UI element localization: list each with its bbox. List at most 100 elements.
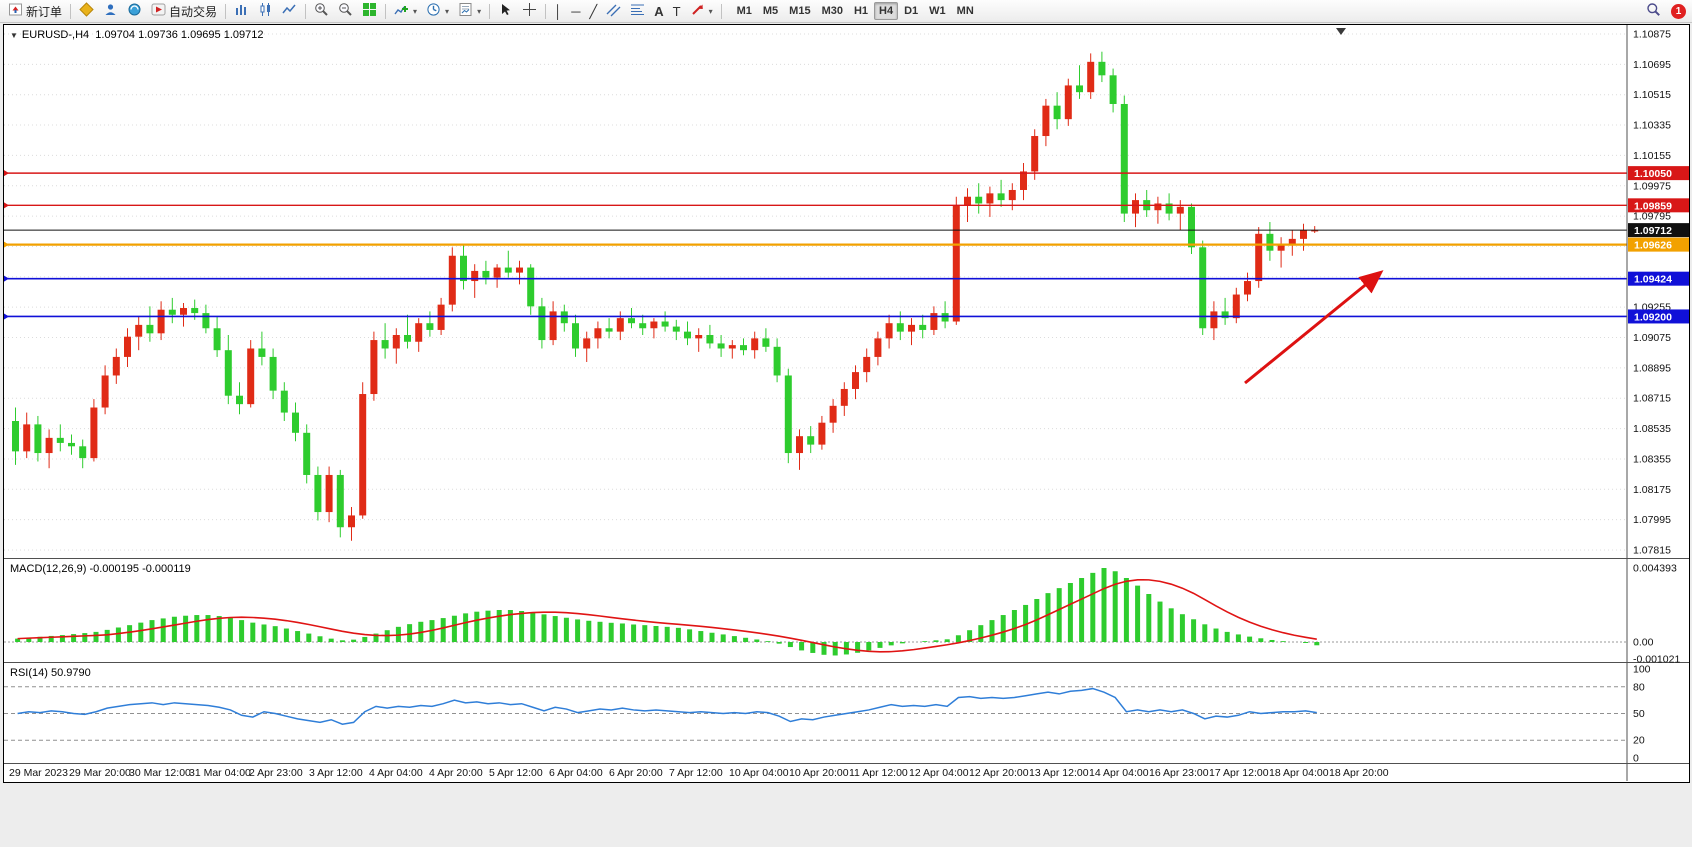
charts-button[interactable] [75, 2, 98, 21]
macd-axis-label: 0.004393 [1633, 562, 1677, 574]
tile-windows-icon [362, 2, 377, 20]
chevron-down-icon: ▾ [708, 6, 713, 16]
chart-window[interactable]: 1.10875 1.10695 1.10515 1.10335 1.10155 1.099… [3, 24, 1690, 783]
zoom-out-button[interactable] [334, 2, 357, 21]
templates-button[interactable]: ▾ [454, 2, 485, 21]
timeframe-button-H4[interactable]: H4 [874, 2, 899, 20]
price-tag-1.09712[interactable] [1628, 223, 1689, 238]
time-axis-label: 6 Apr 20:00 [609, 767, 663, 779]
crosshair-button[interactable] [518, 2, 541, 21]
price-tag-label: 1.10050 [1634, 168, 1672, 180]
new-order-button[interactable]: 新订单 [4, 2, 66, 21]
price-axis-label: 1.10155 [1633, 150, 1671, 162]
price-tag-label: 1.09626 [1634, 240, 1672, 252]
price-tag-label: 1.09712 [1634, 225, 1672, 237]
macd-axis-label: -0.001021 [1633, 654, 1680, 666]
timeframe-button-W1[interactable]: W1 [924, 2, 951, 20]
tile-windows-button[interactable] [358, 2, 381, 21]
toolbar-right-group: 1 [1642, 2, 1688, 21]
chevron-down-icon: ▾ [413, 6, 418, 16]
auto-trading-label: 自动交易 [169, 4, 218, 19]
line-chart-button[interactable] [278, 2, 301, 21]
chart-title-bar: ▼ EURUSD-,H4 1.09704 1.09736 1.09695 1.09… [10, 29, 263, 41]
zoom-in-button[interactable] [310, 2, 333, 21]
chevron-down-icon: ▾ [477, 6, 482, 16]
bar-chart-icon [234, 2, 249, 20]
fibonacci-icon [630, 2, 645, 20]
price-tag-1.09626[interactable] [1628, 237, 1689, 252]
time-axis-label: 30 Mar 12:00 [129, 767, 191, 779]
timeframe-button-H1[interactable]: H1 [849, 2, 873, 20]
price-axis-label: 1.10875 [1633, 29, 1671, 41]
text-button[interactable]: A [650, 2, 667, 21]
time-axis-label: 29 Mar 2023 [9, 767, 68, 779]
text-icon: A [654, 3, 664, 19]
price-tag-1.09200[interactable] [1628, 309, 1689, 324]
toolbar-separator [70, 3, 72, 19]
toolbar-separator [489, 3, 491, 19]
vertical-line-button[interactable]: │ [550, 2, 566, 21]
search-button[interactable] [1642, 2, 1665, 21]
price-chart-canvas[interactable]: 1.10875 1.10695 1.10515 1.10335 1.10155 1.099… [4, 25, 1689, 781]
notification-badge[interactable]: 1 [1671, 3, 1686, 19]
time-axis-label: 6 Apr 04:00 [549, 767, 603, 779]
toolbar-separator [720, 3, 722, 19]
toolbar-separator [385, 3, 387, 19]
symbol-dropdown-icon[interactable]: ▼ [10, 31, 18, 40]
arrows-button[interactable]: ▾ [686, 2, 717, 21]
time-axis-label: 5 Apr 12:00 [489, 767, 543, 779]
price-axis-label: 1.08355 [1633, 453, 1671, 465]
timeframe-button-M30[interactable]: M30 [817, 2, 848, 20]
time-axis-label: 29 Mar 20:00 [69, 767, 131, 779]
add-indicator-button[interactable]: ▾ [390, 2, 421, 21]
search-icon [1646, 2, 1661, 20]
horizontal-line-button[interactable]: ─ [567, 2, 584, 21]
toolbar-separator [545, 3, 547, 19]
candles [12, 51, 1319, 541]
toolbar-separator [225, 3, 227, 19]
price-tag-1.10050[interactable] [1628, 166, 1689, 181]
level-edge-marker [4, 313, 9, 320]
chart-shift-marker[interactable] [1336, 28, 1346, 35]
timeframe-button-D1[interactable]: D1 [899, 2, 923, 20]
rsi-axis-label: 20 [1633, 735, 1645, 747]
refresh-icon [127, 2, 142, 20]
candlestick-chart-button[interactable] [254, 2, 277, 21]
timeframe-button-M15[interactable]: M15 [784, 2, 815, 20]
equidistant-channel-button[interactable] [602, 2, 625, 21]
timeframe-button-MN[interactable]: MN [952, 2, 979, 20]
time-axis-label: 17 Apr 12:00 [1209, 767, 1269, 779]
price-tag-1.09859[interactable] [1628, 198, 1689, 213]
bar-chart-button[interactable] [230, 2, 253, 21]
price-tag-label: 1.09424 [1634, 274, 1672, 286]
timeframe-button-M5[interactable]: M5 [758, 2, 783, 20]
time-axis-label: 7 Apr 12:00 [669, 767, 723, 779]
price-tag-1.09424[interactable] [1628, 271, 1689, 286]
price-axis-label: 1.08535 [1633, 423, 1671, 435]
price-axis-label: 1.08715 [1633, 393, 1671, 405]
price-axis-label: 1.09075 [1633, 332, 1671, 344]
templates-icon [458, 2, 473, 20]
rsi-axis-label: 100 [1633, 664, 1651, 676]
level-edge-marker [4, 241, 9, 248]
timeframe-toolbar: M1 M5 M15 M30 H1 H4 D1 W1 MN [732, 2, 979, 20]
text-label-button[interactable]: T [669, 2, 685, 21]
periods-button[interactable]: ▾ [422, 2, 453, 21]
timeframe-button-M1[interactable]: M1 [732, 2, 757, 20]
clock-icon [426, 2, 441, 20]
time-axis-label: 4 Apr 20:00 [429, 767, 483, 779]
cursor-button[interactable] [494, 2, 517, 21]
price-tag-label: 1.09859 [1634, 200, 1672, 212]
charts-icon [79, 2, 94, 20]
cursor-icon [498, 2, 513, 20]
trend-arrow-annotation[interactable] [1244, 270, 1384, 385]
fibonacci-button[interactable] [626, 2, 649, 21]
level-edge-marker [4, 202, 9, 209]
text-label-icon: T [672, 3, 681, 19]
rsi-axis-label: 50 [1633, 708, 1645, 720]
profiles-button[interactable] [99, 2, 122, 21]
time-axis-label: 3 Apr 12:00 [309, 767, 363, 779]
trendline-button[interactable]: ╱ [585, 2, 601, 21]
refresh-button[interactable] [123, 2, 146, 21]
auto-trading-button[interactable]: 自动交易 [147, 2, 221, 21]
